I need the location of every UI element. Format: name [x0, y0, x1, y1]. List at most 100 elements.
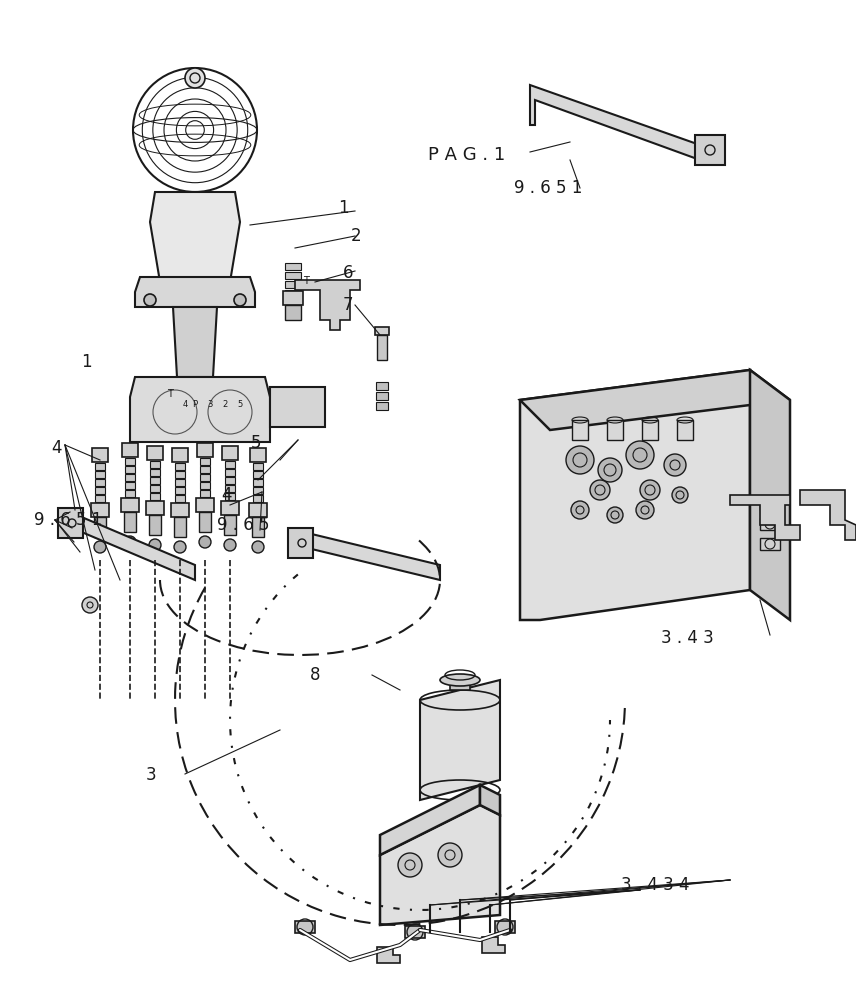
- Bar: [253, 487, 263, 494]
- Bar: [253, 495, 263, 502]
- Circle shape: [398, 853, 422, 877]
- Text: 9 . 6 5 1: 9 . 6 5 1: [34, 511, 103, 529]
- Bar: [58, 508, 83, 538]
- Bar: [760, 498, 780, 510]
- Circle shape: [144, 294, 156, 306]
- Polygon shape: [150, 192, 240, 282]
- Text: P A G . 1: P A G . 1: [428, 146, 505, 164]
- Polygon shape: [420, 680, 500, 800]
- Bar: [224, 515, 236, 535]
- Bar: [405, 926, 425, 938]
- Bar: [760, 518, 780, 530]
- Bar: [150, 477, 160, 484]
- Bar: [295, 921, 315, 933]
- Circle shape: [636, 501, 654, 519]
- Bar: [225, 477, 235, 484]
- Bar: [607, 420, 623, 440]
- Bar: [150, 493, 160, 500]
- Polygon shape: [480, 785, 500, 815]
- Text: 1: 1: [338, 199, 348, 217]
- Bar: [642, 420, 658, 440]
- Bar: [175, 463, 185, 470]
- Circle shape: [234, 294, 246, 306]
- Polygon shape: [730, 495, 800, 540]
- Text: T: T: [303, 276, 309, 286]
- Text: 9 . 6 5 1: 9 . 6 5 1: [514, 179, 582, 197]
- Polygon shape: [130, 377, 270, 442]
- Bar: [174, 517, 186, 537]
- Bar: [253, 463, 263, 470]
- Bar: [760, 538, 780, 550]
- Bar: [94, 517, 106, 537]
- Bar: [150, 485, 160, 492]
- Bar: [200, 474, 210, 481]
- Circle shape: [640, 480, 660, 500]
- Bar: [175, 471, 185, 478]
- Polygon shape: [750, 370, 790, 620]
- Bar: [121, 498, 139, 512]
- Polygon shape: [135, 277, 255, 307]
- Bar: [288, 528, 313, 558]
- Text: 4: 4: [221, 486, 231, 504]
- Text: 8: 8: [310, 666, 320, 684]
- Text: 5: 5: [237, 400, 242, 409]
- Bar: [249, 503, 267, 517]
- Circle shape: [598, 458, 622, 482]
- Bar: [285, 263, 301, 270]
- Polygon shape: [295, 280, 360, 330]
- Bar: [150, 461, 160, 468]
- Circle shape: [672, 487, 688, 503]
- Text: 1: 1: [81, 353, 92, 371]
- Bar: [225, 469, 235, 476]
- Circle shape: [438, 843, 462, 867]
- Circle shape: [94, 541, 106, 553]
- Bar: [200, 466, 210, 473]
- Bar: [146, 501, 164, 515]
- Circle shape: [185, 68, 205, 88]
- Bar: [95, 463, 105, 470]
- Polygon shape: [380, 785, 480, 855]
- Bar: [175, 479, 185, 486]
- Bar: [285, 272, 301, 279]
- Bar: [253, 471, 263, 478]
- Bar: [199, 512, 211, 532]
- Circle shape: [224, 539, 236, 551]
- Bar: [175, 495, 185, 502]
- Text: 5: 5: [251, 434, 261, 452]
- Polygon shape: [380, 805, 500, 925]
- Circle shape: [626, 441, 654, 469]
- Bar: [222, 446, 238, 460]
- Text: P: P: [193, 400, 198, 409]
- Bar: [91, 503, 109, 517]
- Text: 7: 7: [342, 296, 353, 314]
- Polygon shape: [520, 370, 750, 620]
- Circle shape: [124, 536, 136, 548]
- Polygon shape: [270, 387, 325, 427]
- Circle shape: [174, 541, 186, 553]
- Bar: [95, 495, 105, 502]
- Bar: [285, 290, 301, 297]
- Bar: [95, 471, 105, 478]
- Bar: [92, 448, 108, 462]
- Polygon shape: [482, 937, 505, 953]
- Bar: [147, 446, 163, 460]
- Bar: [124, 512, 136, 532]
- Ellipse shape: [440, 674, 480, 686]
- Bar: [175, 487, 185, 494]
- Bar: [122, 443, 138, 457]
- Circle shape: [82, 597, 98, 613]
- Bar: [95, 487, 105, 494]
- Bar: [225, 461, 235, 468]
- Text: 4: 4: [51, 439, 62, 457]
- Text: 3: 3: [207, 400, 212, 409]
- Circle shape: [566, 446, 594, 474]
- Bar: [253, 479, 263, 486]
- Text: 2: 2: [223, 400, 228, 409]
- Text: T: T: [167, 389, 173, 399]
- Bar: [95, 479, 105, 486]
- Bar: [285, 281, 301, 288]
- Circle shape: [590, 480, 610, 500]
- Bar: [225, 485, 235, 492]
- Bar: [125, 458, 135, 465]
- Text: 2: 2: [351, 227, 361, 245]
